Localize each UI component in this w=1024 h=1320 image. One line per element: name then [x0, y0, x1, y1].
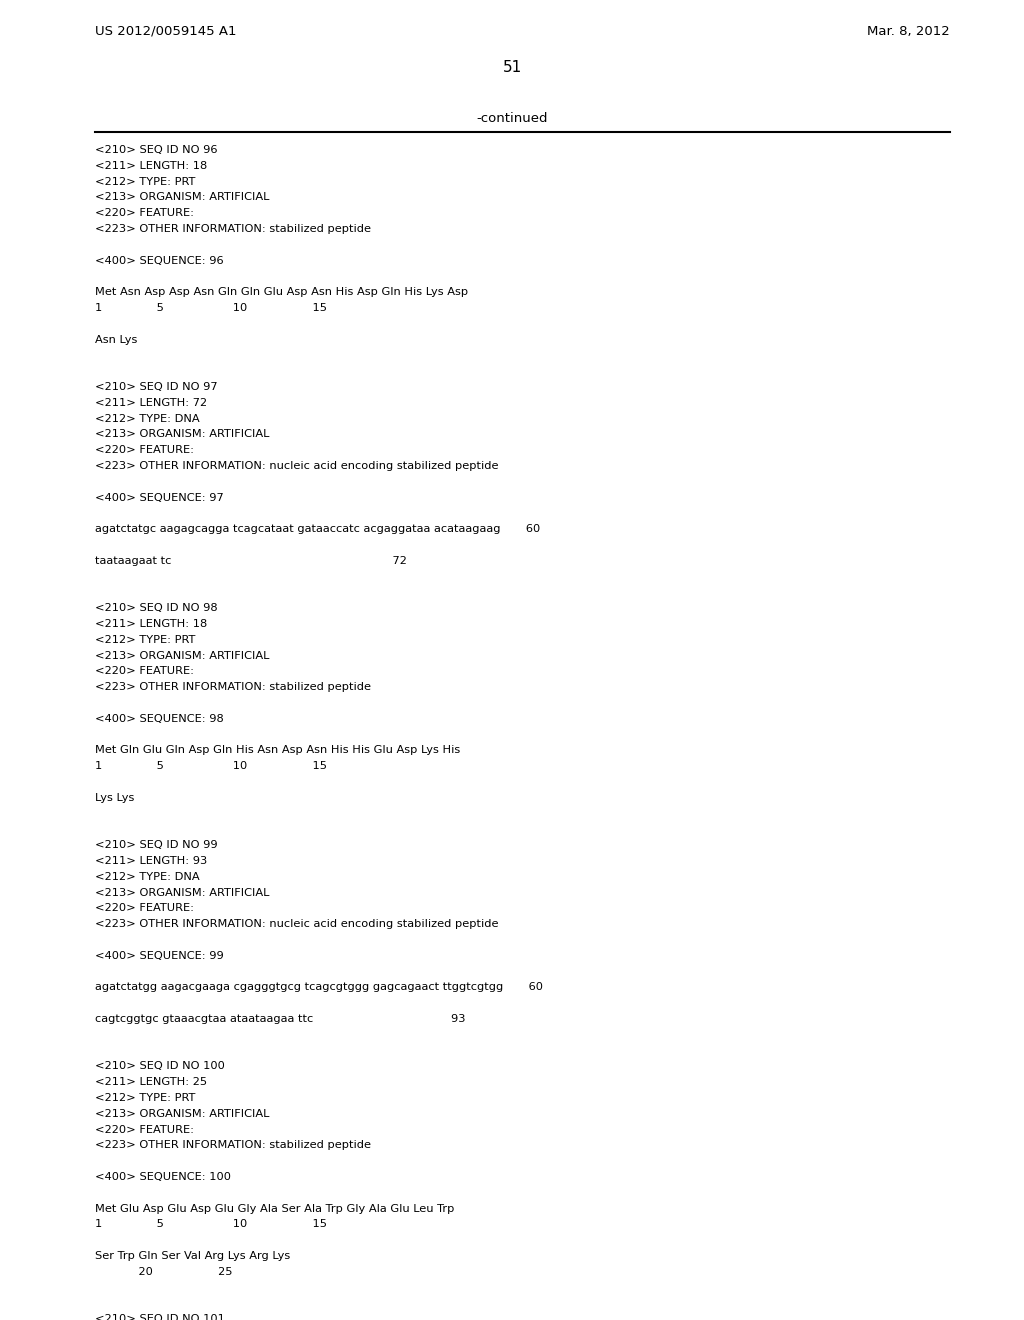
Text: <220> FEATURE:: <220> FEATURE: — [95, 1125, 194, 1135]
Text: <210> SEQ ID NO 99: <210> SEQ ID NO 99 — [95, 841, 218, 850]
Text: US 2012/0059145 A1: US 2012/0059145 A1 — [95, 25, 237, 38]
Text: <212> TYPE: PRT: <212> TYPE: PRT — [95, 177, 196, 186]
Text: Lys Lys: Lys Lys — [95, 793, 134, 803]
Text: <220> FEATURE:: <220> FEATURE: — [95, 209, 194, 218]
Text: <213> ORGANISM: ARTIFICIAL: <213> ORGANISM: ARTIFICIAL — [95, 429, 269, 440]
Text: <210> SEQ ID NO 100: <210> SEQ ID NO 100 — [95, 1061, 225, 1072]
Text: <213> ORGANISM: ARTIFICIAL: <213> ORGANISM: ARTIFICIAL — [95, 193, 269, 202]
Text: <223> OTHER INFORMATION: stabilized peptide: <223> OTHER INFORMATION: stabilized pept… — [95, 682, 371, 692]
Text: <213> ORGANISM: ARTIFICIAL: <213> ORGANISM: ARTIFICIAL — [95, 887, 269, 898]
Text: <223> OTHER INFORMATION: nucleic acid encoding stabilized peptide: <223> OTHER INFORMATION: nucleic acid en… — [95, 461, 499, 471]
Text: agatctatgc aagagcagga tcagcataat gataaccatc acgaggataa acataagaag       60: agatctatgc aagagcagga tcagcataat gataacc… — [95, 524, 541, 535]
Text: Mar. 8, 2012: Mar. 8, 2012 — [867, 25, 950, 38]
Text: cagtcggtgc gtaaacgtaa ataataagaa ttc                                      93: cagtcggtgc gtaaacgtaa ataataagaa ttc 93 — [95, 1014, 466, 1024]
Text: <213> ORGANISM: ARTIFICIAL: <213> ORGANISM: ARTIFICIAL — [95, 651, 269, 660]
Text: <400> SEQUENCE: 99: <400> SEQUENCE: 99 — [95, 950, 224, 961]
Text: <223> OTHER INFORMATION: nucleic acid encoding stabilized peptide: <223> OTHER INFORMATION: nucleic acid en… — [95, 919, 499, 929]
Text: <211> LENGTH: 25: <211> LENGTH: 25 — [95, 1077, 207, 1088]
Text: -continued: -continued — [476, 112, 548, 125]
Text: Met Glu Asp Glu Asp Glu Gly Ala Ser Ala Trp Gly Ala Glu Leu Trp: Met Glu Asp Glu Asp Glu Gly Ala Ser Ala … — [95, 1204, 455, 1213]
Text: <211> LENGTH: 93: <211> LENGTH: 93 — [95, 855, 207, 866]
Text: <212> TYPE: DNA: <212> TYPE: DNA — [95, 413, 200, 424]
Text: 1               5                   10                  15: 1 5 10 15 — [95, 304, 327, 313]
Text: <220> FEATURE:: <220> FEATURE: — [95, 667, 194, 676]
Text: agatctatgg aagacgaaga cgagggtgcg tcagcgtggg gagcagaact ttggtcgtgg       60: agatctatgg aagacgaaga cgagggtgcg tcagcgt… — [95, 982, 543, 993]
Text: <213> ORGANISM: ARTIFICIAL: <213> ORGANISM: ARTIFICIAL — [95, 1109, 269, 1119]
Text: <211> LENGTH: 18: <211> LENGTH: 18 — [95, 619, 207, 630]
Text: <212> TYPE: DNA: <212> TYPE: DNA — [95, 871, 200, 882]
Text: Met Asn Asp Asp Asn Gln Gln Glu Asp Asn His Asp Gln His Lys Asp: Met Asn Asp Asp Asn Gln Gln Glu Asp Asn … — [95, 288, 468, 297]
Text: 51: 51 — [503, 59, 521, 75]
Text: 20                  25: 20 25 — [95, 1267, 232, 1276]
Text: <212> TYPE: PRT: <212> TYPE: PRT — [95, 635, 196, 644]
Text: <210> SEQ ID NO 101: <210> SEQ ID NO 101 — [95, 1315, 225, 1320]
Text: Met Gln Glu Gln Asp Gln His Asn Asp Asn His His Glu Asp Lys His: Met Gln Glu Gln Asp Gln His Asn Asp Asn … — [95, 746, 460, 755]
Text: <400> SEQUENCE: 97: <400> SEQUENCE: 97 — [95, 492, 224, 503]
Text: <223> OTHER INFORMATION: stabilized peptide: <223> OTHER INFORMATION: stabilized pept… — [95, 1140, 371, 1151]
Text: taataagaat tc                                                             72: taataagaat tc 72 — [95, 556, 407, 566]
Text: <400> SEQUENCE: 96: <400> SEQUENCE: 96 — [95, 256, 223, 265]
Text: <400> SEQUENCE: 98: <400> SEQUENCE: 98 — [95, 714, 224, 723]
Text: <400> SEQUENCE: 100: <400> SEQUENCE: 100 — [95, 1172, 231, 1181]
Text: Ser Trp Gln Ser Val Arg Lys Arg Lys: Ser Trp Gln Ser Val Arg Lys Arg Lys — [95, 1251, 290, 1261]
Text: <211> LENGTH: 18: <211> LENGTH: 18 — [95, 161, 207, 170]
Text: <210> SEQ ID NO 98: <210> SEQ ID NO 98 — [95, 603, 218, 614]
Text: 1               5                   10                  15: 1 5 10 15 — [95, 1220, 327, 1229]
Text: <210> SEQ ID NO 96: <210> SEQ ID NO 96 — [95, 145, 217, 154]
Text: Asn Lys: Asn Lys — [95, 334, 137, 345]
Text: <210> SEQ ID NO 97: <210> SEQ ID NO 97 — [95, 381, 218, 392]
Text: <212> TYPE: PRT: <212> TYPE: PRT — [95, 1093, 196, 1104]
Text: 1               5                   10                  15: 1 5 10 15 — [95, 762, 327, 771]
Text: <220> FEATURE:: <220> FEATURE: — [95, 903, 194, 913]
Text: <211> LENGTH: 72: <211> LENGTH: 72 — [95, 397, 207, 408]
Text: <220> FEATURE:: <220> FEATURE: — [95, 445, 194, 455]
Text: <223> OTHER INFORMATION: stabilized peptide: <223> OTHER INFORMATION: stabilized pept… — [95, 224, 371, 234]
